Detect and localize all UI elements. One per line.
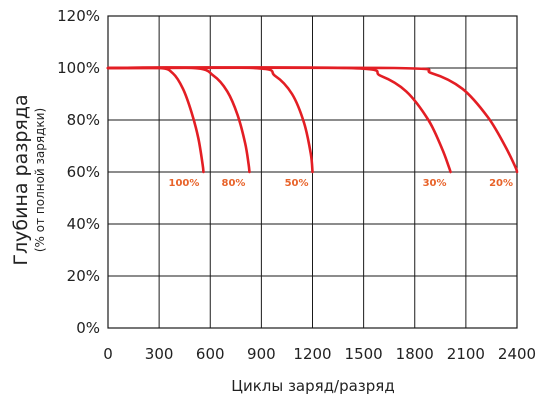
- curve-labels: 100% 80% 50% 30% 20%: [169, 178, 513, 189]
- y-axis-sublabel: (% от полной зарядки): [33, 108, 47, 252]
- x-tick-label: 1200: [293, 345, 331, 363]
- series-line: [106, 66, 519, 174]
- y-tick-label: 100%: [57, 59, 100, 77]
- y-tick-label: 60%: [67, 163, 100, 181]
- series-label: 80%: [222, 178, 246, 189]
- series-label: 20%: [489, 178, 513, 189]
- y-tick-label: 20%: [67, 267, 100, 285]
- x-tick-label: 1500: [345, 345, 383, 363]
- series-label: 50%: [285, 178, 309, 189]
- series-label: 100%: [169, 178, 200, 189]
- x-tick-labels: 0 300 600 900 1200 1500 1800 2100 2400: [103, 345, 536, 363]
- x-axis-label: Циклы заряд/разряд: [231, 377, 394, 395]
- x-tick-label: 2100: [447, 345, 485, 363]
- x-tick-label: 0: [103, 345, 113, 363]
- x-tick-label: 1800: [396, 345, 434, 363]
- y-axis-label: Глубина разряда: [10, 94, 32, 265]
- series-label: 30%: [423, 178, 447, 189]
- x-tick-label: 600: [196, 345, 225, 363]
- x-tick-label: 300: [145, 345, 174, 363]
- y-tick-label: 0%: [76, 319, 100, 337]
- y-tick-label: 80%: [67, 111, 100, 129]
- x-tick-label: 2400: [498, 345, 536, 363]
- y-tick-labels: 0% 20% 40% 60% 80% 100% 120%: [57, 7, 100, 337]
- y-tick-label: 120%: [57, 7, 100, 25]
- y-tick-label: 40%: [67, 215, 100, 233]
- series-group: [106, 66, 519, 174]
- x-tick-label: 900: [247, 345, 276, 363]
